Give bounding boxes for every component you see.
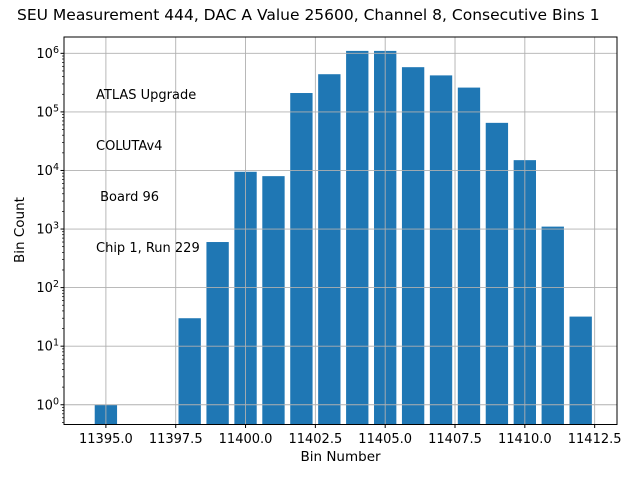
annotation-block: ATLAS Upgrade COLUTAv4 Board 96 Chip 1, … [96, 53, 200, 291]
bar [346, 50, 369, 425]
annotation-line: ATLAS Upgrade [96, 88, 197, 103]
bar [318, 74, 341, 425]
bar [206, 242, 229, 425]
x-tick-label: 11405.0 [358, 432, 412, 447]
y-tick-label: 103 [36, 221, 59, 238]
x-tick-label: 11412.5 [568, 432, 622, 447]
bar [429, 75, 453, 425]
y-tick-label: 100 [36, 396, 59, 413]
y-tick-label: 101 [36, 338, 59, 355]
annotation-line: Board 96 [96, 190, 160, 205]
y-tick-label: 104 [36, 162, 59, 179]
plot-border [63, 36, 618, 425]
bar [401, 67, 425, 425]
x-tick-label: 11410.0 [498, 432, 552, 447]
x-axis-label: Bin Number [300, 449, 381, 465]
y-axis-label: Bin Count [12, 197, 28, 263]
y-tick-label: 106 [36, 45, 59, 62]
x-tick-label: 11407.5 [428, 432, 482, 447]
bar [262, 176, 285, 425]
bar [569, 316, 592, 425]
x-tick-label: 11402.5 [288, 432, 342, 447]
y-tick-label: 105 [36, 103, 59, 120]
bar [290, 93, 313, 425]
y-tick-label: 102 [36, 279, 59, 296]
bar [178, 318, 201, 425]
bar [541, 226, 564, 425]
x-tick-label: 11397.5 [149, 432, 203, 447]
bar [485, 122, 509, 425]
chart-title: SEU Measurement 444, DAC A Value 25600, … [17, 6, 600, 24]
annotation-line: Chip 1, Run 229 [96, 241, 200, 256]
bar [457, 87, 481, 425]
annotation-line: COLUTAv4 [96, 139, 163, 154]
x-tick-label: 11395.0 [79, 432, 133, 447]
x-tick-label: 11400.0 [219, 432, 273, 447]
